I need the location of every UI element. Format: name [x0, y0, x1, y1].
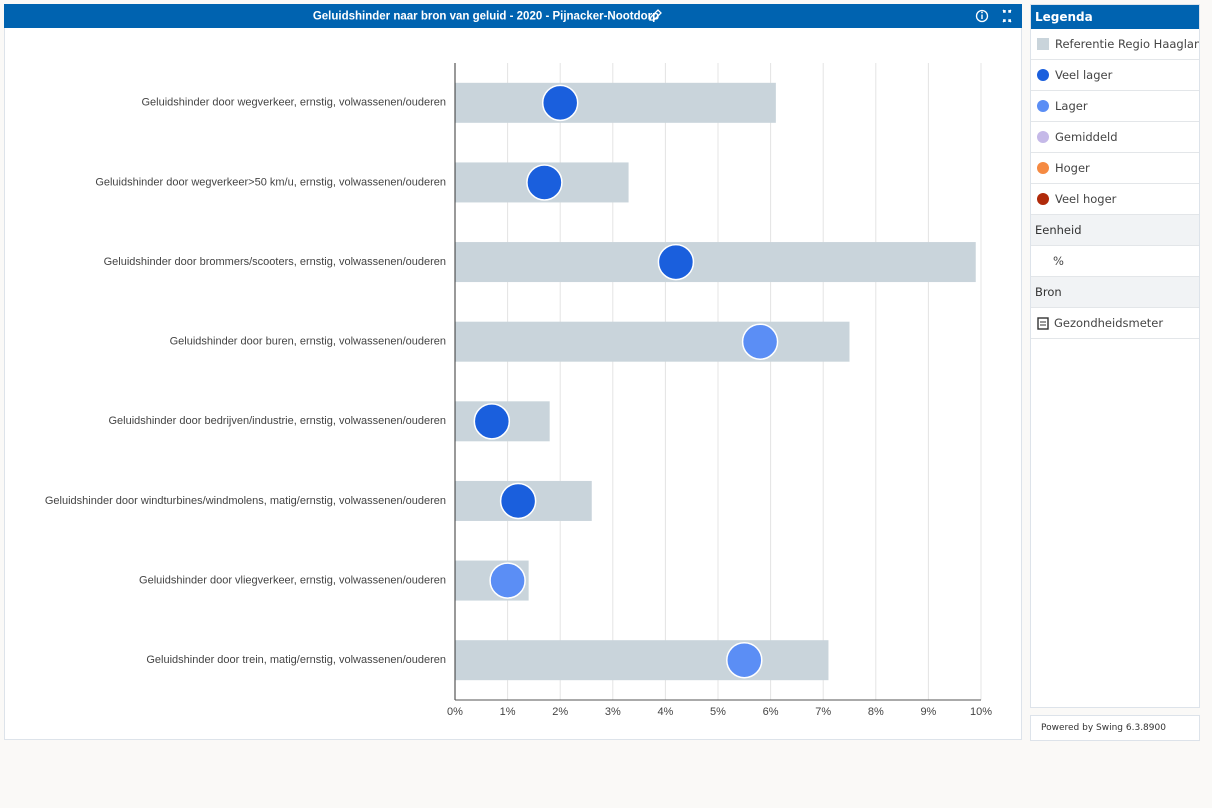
y-tick-label: Geluidshinder door vliegverkeer, ernstig…	[139, 574, 446, 586]
legend-label: Lager	[1055, 99, 1088, 113]
y-tick-label: Geluidshinder door wegverkeer>50 km/u, e…	[95, 176, 446, 188]
x-tick-label: 9%	[920, 706, 936, 718]
section-title: Eenheid	[1031, 215, 1199, 246]
chart-header	[4, 4, 1022, 28]
source-row[interactable]: Gezondheidsmeter	[1031, 308, 1199, 339]
legend-label: Veel hoger	[1055, 192, 1117, 206]
x-tick-label: 10%	[970, 706, 992, 718]
legend-swatch	[1037, 131, 1049, 143]
value-dot	[726, 641, 763, 679]
collapse-icon[interactable]	[1002, 9, 1012, 23]
chart: Geluidshinder naar bron van geluid - 202…	[4, 4, 1022, 718]
x-tick-label: 2%	[552, 706, 568, 718]
source: Gezondheidsmeter	[1054, 316, 1164, 330]
legend-label: Gemiddeld	[1055, 130, 1118, 144]
y-tick-label: Geluidshinder door trein, matig/ernstig,…	[146, 654, 446, 666]
legend-item[interactable]: Lager	[1031, 91, 1199, 122]
edit-icon[interactable]	[649, 9, 662, 21]
legend-panel: Legenda Referentie Regio Haaglanden Veel…	[1030, 4, 1200, 708]
x-tick-label: 8%	[868, 706, 884, 718]
info-icon[interactable]	[975, 9, 989, 23]
x-tick-label: 3%	[605, 706, 621, 718]
legend-label: Hoger	[1055, 161, 1090, 175]
footer: Powered by Swing 6.3.8900	[1030, 715, 1200, 741]
unit: %	[1031, 246, 1199, 277]
x-tick-label: 5%	[710, 706, 726, 718]
legend-swatch	[1037, 162, 1049, 174]
value-dot	[499, 482, 537, 520]
x-tick-label: 1%	[500, 706, 516, 718]
y-tick-label: Geluidshinder door brommers/scooters, er…	[104, 256, 446, 268]
value-dot	[473, 403, 511, 440]
document-icon	[1037, 316, 1049, 330]
x-tick-label: 7%	[815, 706, 831, 718]
section-title: Bron	[1031, 277, 1199, 308]
legend-item[interactable]: Gemiddeld	[1031, 122, 1199, 153]
legend-swatch	[1037, 100, 1049, 112]
value-dot	[489, 562, 526, 599]
value-dot	[526, 164, 563, 201]
legend-swatch	[1037, 69, 1049, 81]
reference-bar	[455, 242, 976, 283]
y-tick-label: Geluidshinder door buren, ernstig, volwa…	[170, 336, 446, 348]
reference-bar	[455, 640, 829, 681]
y-tick-label: Geluidshinder door windturbines/windmole…	[45, 495, 446, 507]
reference-bar	[455, 82, 776, 123]
legend-swatch	[1037, 38, 1049, 50]
legend-label: Referentie Regio Haaglanden	[1055, 37, 1199, 51]
legend-item[interactable]: Referentie Regio Haaglanden	[1031, 29, 1199, 60]
legend-item[interactable]: Veel hoger	[1031, 184, 1199, 215]
legend-item[interactable]: Veel lager	[1031, 60, 1199, 91]
y-tick-label: Geluidshinder door wegverkeer, ernstig, …	[141, 97, 446, 109]
x-tick-label: 4%	[657, 706, 673, 718]
value-dot	[741, 323, 779, 360]
legend-item[interactable]: Hoger	[1031, 153, 1199, 184]
reference-bar	[455, 321, 850, 362]
legend-title: Legenda	[1031, 5, 1199, 29]
value-dot	[657, 243, 695, 281]
x-tick-label: 0%	[447, 706, 463, 718]
value-dot	[541, 84, 579, 122]
legend-label: Veel lager	[1055, 68, 1113, 82]
x-tick-label: 6%	[763, 706, 779, 718]
y-tick-label: Geluidshinder door bedrijven/industrie, …	[108, 415, 446, 427]
chart-panel	[4, 4, 1022, 740]
legend-swatch	[1037, 193, 1049, 205]
chart-title: Geluidshinder naar bron van geluid - 202…	[313, 11, 659, 23]
